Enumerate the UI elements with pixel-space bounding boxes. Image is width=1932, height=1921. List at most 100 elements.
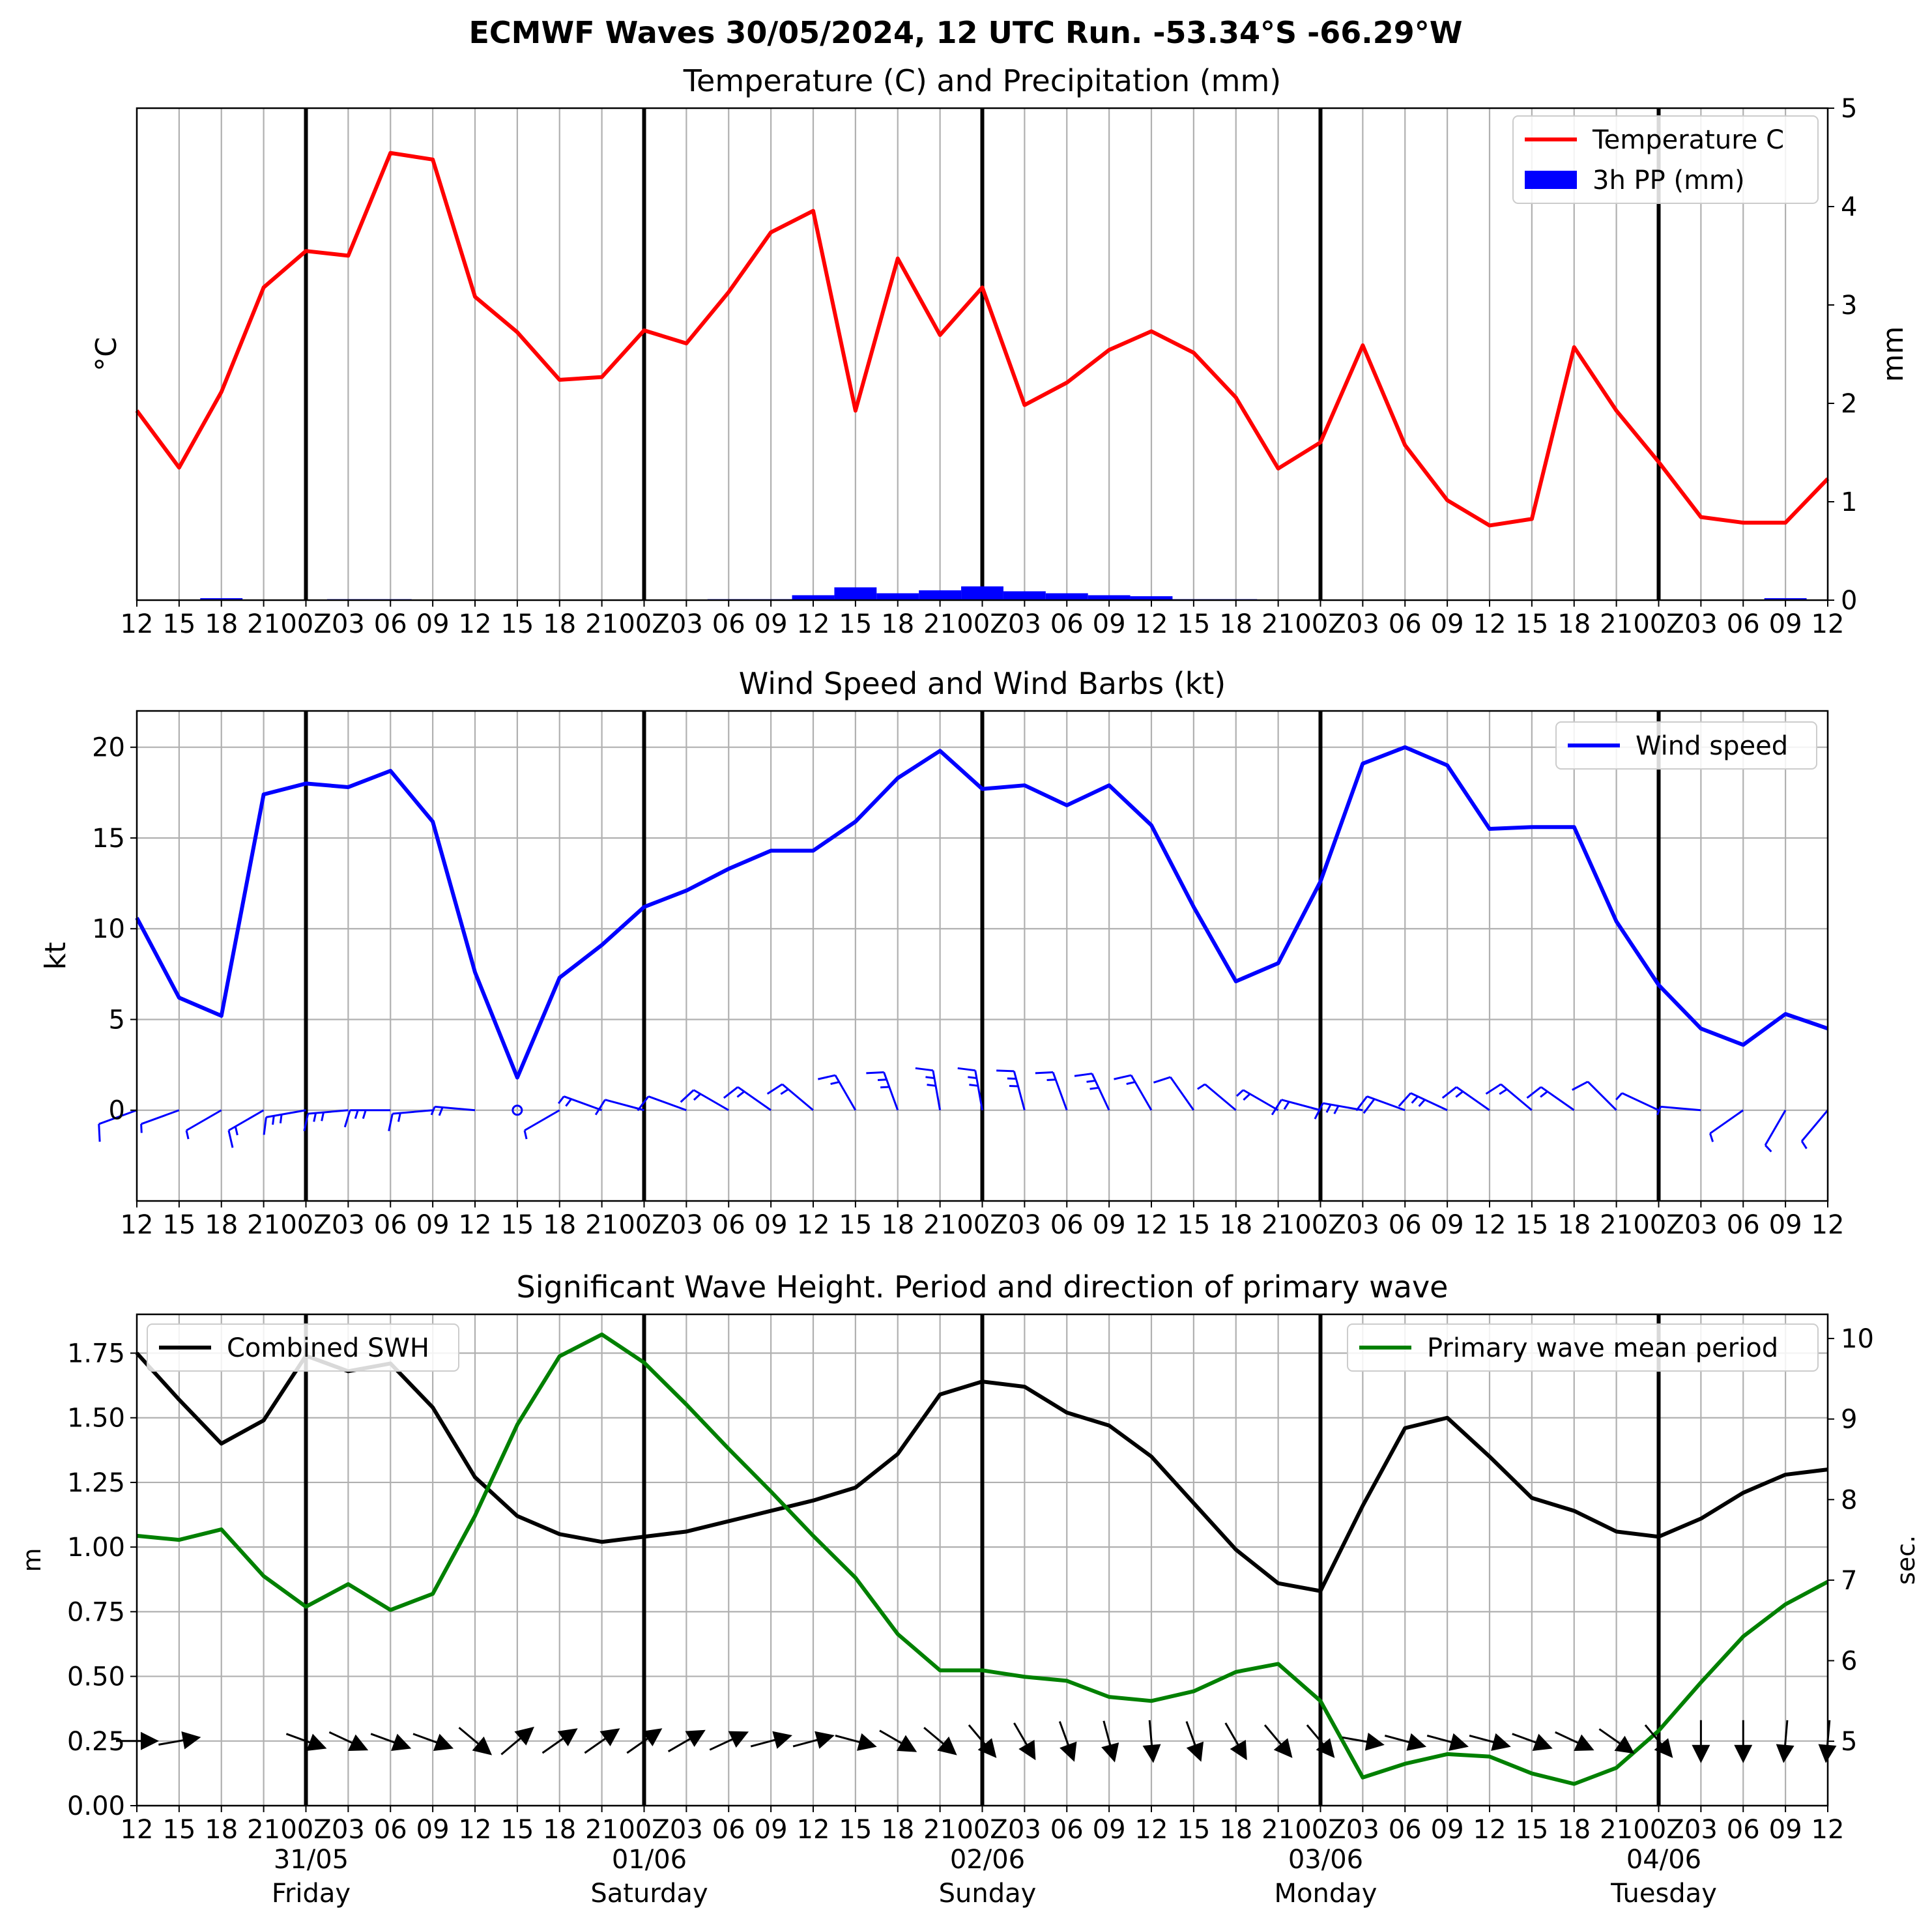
legend-swatch	[1525, 171, 1577, 189]
wind-barb-flag	[343, 1110, 351, 1128]
x-tick-label: 00Z	[1633, 1815, 1684, 1845]
x-tick-label: 03	[670, 1815, 703, 1845]
x-tick-label: 12	[1473, 1815, 1507, 1845]
wind-barb-shaft	[1587, 1080, 1617, 1111]
wind-barb-shaft	[1621, 1092, 1660, 1112]
wave-direction-arrow	[370, 1733, 412, 1751]
y-tick-label: 20	[92, 733, 125, 763]
wind-barb-shaft	[648, 1095, 687, 1112]
panel-title: Significant Wave Height. Period and dire…	[517, 1269, 1449, 1305]
wind-barb	[680, 1089, 729, 1112]
plot-frame	[136, 107, 1829, 601]
wind-barb-half-flag	[693, 1093, 701, 1101]
wave-arrow-head	[977, 1738, 997, 1758]
x-tick-label: 18	[1219, 609, 1252, 639]
x-tick-label: 00Z	[957, 1210, 1007, 1240]
y-tick-label: 1.25	[67, 1468, 125, 1498]
x-tick-label: 21	[1262, 609, 1295, 639]
x-tick-label: 21	[1262, 1815, 1295, 1845]
y-tick-label-right: 8	[1841, 1485, 1857, 1515]
x-tick-label: 00Z	[1295, 1815, 1346, 1845]
day-weekday-label: Saturday	[590, 1879, 708, 1909]
y-tick-label-right: 5	[1841, 1727, 1857, 1757]
wind-barb	[1615, 1092, 1660, 1112]
x-tick-label: 18	[1219, 1815, 1252, 1845]
wind-barb-half-flag	[523, 1130, 528, 1140]
x-tick-label: 00Z	[280, 609, 331, 639]
wind-barb-half-flag	[140, 1123, 143, 1133]
x-tick-label: 18	[205, 1815, 238, 1845]
wind-barb-half-flag	[565, 1098, 572, 1107]
x-tick-label: 03	[332, 609, 365, 639]
wind-barb	[594, 1099, 644, 1116]
wind-barb	[1355, 1095, 1406, 1114]
wave-direction-arrow	[1512, 1733, 1553, 1751]
x-tick-label: 18	[1557, 1815, 1591, 1845]
x-tick-label: 06	[1050, 609, 1084, 639]
wind-barb-shaft	[605, 1099, 644, 1112]
panel-title: Wind Speed and Wind Barbs (kt)	[739, 666, 1226, 701]
precip-bar	[1764, 598, 1807, 600]
x-tick-label: 12	[121, 609, 154, 639]
x-tick-label: 18	[1557, 1210, 1591, 1240]
wave-direction-arrow	[328, 1731, 369, 1752]
wave-arrow-head	[514, 1726, 534, 1746]
y-tick-label: 15	[92, 824, 125, 854]
wind-barb-half-flag	[313, 1112, 317, 1122]
wind-barb-flag	[680, 1089, 695, 1103]
x-tick-label: 09	[1431, 609, 1464, 639]
wind-barb-shaft	[1323, 1102, 1363, 1112]
wind-barb-half-flag	[1243, 1093, 1251, 1101]
wind-barb-half-flag	[1418, 1099, 1426, 1107]
wave-arrow-head	[1060, 1741, 1077, 1762]
wind-barb-half-flag	[736, 1090, 745, 1098]
wind-barb-half-flag	[925, 1076, 935, 1079]
wind-barb-shaft	[1243, 1089, 1279, 1112]
wave-arrow-head	[1614, 1735, 1635, 1754]
x-tick-label: 15	[1515, 1815, 1548, 1845]
wind-barb-flag	[388, 1113, 394, 1132]
wind-barb	[388, 1109, 433, 1132]
y-tick-label: 0.75	[67, 1597, 125, 1627]
wind-barb-half-flag	[1197, 1083, 1206, 1090]
wave-direction-arrow	[458, 1727, 493, 1755]
x-tick-label: 18	[881, 1815, 914, 1845]
wind-barb	[98, 1109, 137, 1142]
wave-direction-arrow	[835, 1733, 877, 1751]
x-tick-label: 06	[374, 609, 407, 639]
wind-barb-shaft	[693, 1089, 729, 1112]
wave-arrow-head	[685, 1729, 706, 1747]
wave-arrow-head	[1273, 1738, 1293, 1758]
wave-direction-arrow	[1734, 1720, 1753, 1763]
x-tick-label: 09	[1093, 1210, 1126, 1240]
x-tick-label: 18	[881, 609, 914, 639]
x-tick-label: 00Z	[957, 609, 1007, 639]
x-tick-label: 12	[121, 1210, 154, 1240]
x-tick-label: 03	[1008, 1815, 1041, 1845]
x-tick-label: 03	[670, 609, 703, 639]
wave-height-panel: 12 15 18 21 00Z 03 06 09 12 15 18 21 00Z 03 06 09 12 15 18…	[18, 1269, 1920, 1909]
wind-barb-shaft	[1500, 1083, 1533, 1111]
x-tick-label: 15	[1177, 1210, 1210, 1240]
wind-barb-shaft	[781, 1083, 814, 1111]
precip-bar	[792, 595, 835, 600]
wind-barb	[1656, 1105, 1701, 1116]
x-tick-label: 09	[1431, 1815, 1464, 1845]
wave-arrow-head	[557, 1728, 578, 1746]
precip-bar	[200, 598, 243, 600]
wind-barb-half-flag	[1656, 1106, 1662, 1116]
wave-direction-arrow	[923, 1727, 957, 1755]
x-tick-label: 09	[755, 1210, 788, 1240]
wind-barb	[1035, 1071, 1068, 1111]
wave-arrow-head	[599, 1728, 620, 1746]
wind-barb-half-flag	[1615, 1092, 1623, 1101]
x-tick-label: 09	[416, 1210, 450, 1240]
x-tick-label: 00Z	[1295, 609, 1346, 639]
precip-bar	[919, 590, 962, 600]
wind-barb-half-flag	[830, 1080, 840, 1085]
y-tick-label: 0	[109, 1096, 125, 1126]
x-tick-label: 03	[1008, 1210, 1041, 1240]
wind-barb-half-flag	[1765, 1144, 1772, 1153]
x-tick-label: 21	[1262, 1210, 1295, 1240]
y-tick-label-right: 3	[1841, 291, 1857, 321]
